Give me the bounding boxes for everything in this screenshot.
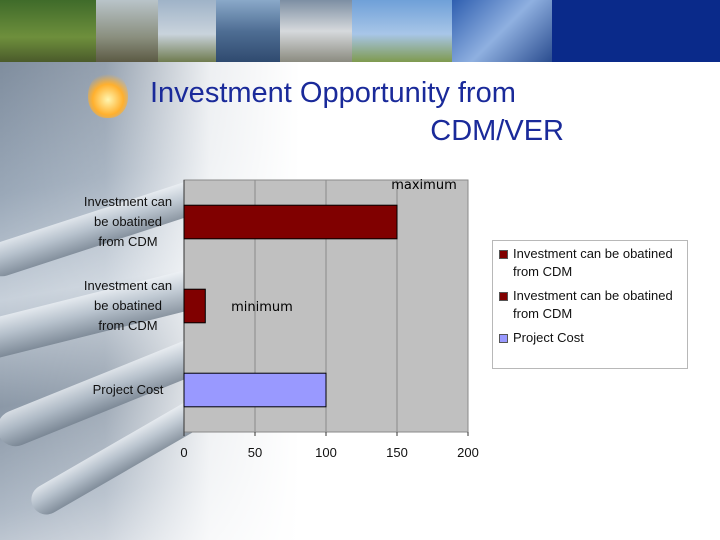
machinery-photo xyxy=(96,0,158,62)
x-tick-label: 200 xyxy=(457,445,479,460)
legend-swatch xyxy=(499,292,508,301)
category-label: from CDM xyxy=(98,318,157,333)
x-tick-label: 50 xyxy=(248,445,262,460)
x-tick-label: 100 xyxy=(315,445,337,460)
legend-swatch xyxy=(499,250,508,259)
bar-annotation: maximum xyxy=(391,178,457,193)
legend-item: Investment can be obatined from CDM xyxy=(499,245,681,281)
header-photo-strip xyxy=(0,0,720,62)
power-line-photo xyxy=(158,0,216,62)
solar-array-photo xyxy=(452,0,552,62)
legend-label: Project Cost xyxy=(513,330,584,345)
category-label: be obatined xyxy=(94,298,162,313)
bar xyxy=(183,204,398,240)
category-label: Project Cost xyxy=(93,382,164,397)
slide-title: Investment Opportunity from CDM/VER xyxy=(150,74,564,150)
chart-legend: Investment can be obatined from CDM Inve… xyxy=(492,240,688,369)
solar-panel-photo xyxy=(216,0,280,62)
legend-label: Investment can be obatined from CDM xyxy=(513,288,673,321)
forest-photo xyxy=(0,0,96,62)
category-label: Investment can xyxy=(84,194,172,209)
bar xyxy=(183,372,327,408)
x-tick-label: 150 xyxy=(386,445,408,460)
bar xyxy=(183,288,206,324)
legend-swatch xyxy=(499,334,508,343)
bar-annotation: minimum xyxy=(231,300,293,315)
legend-item: Project Cost xyxy=(499,329,681,347)
category-label: from CDM xyxy=(98,234,157,249)
title-line-2: CDM/VER xyxy=(430,115,564,147)
wind-turbine-photo xyxy=(352,0,452,62)
category-label: be obatined xyxy=(94,214,162,229)
gas-flare-flame xyxy=(88,72,128,118)
title-line-1: Investment Opportunity from xyxy=(150,77,516,109)
legend-label: Investment can be obatined from CDM xyxy=(513,246,673,279)
header-blue-block xyxy=(552,0,720,62)
x-tick-label: 0 xyxy=(180,445,187,460)
category-label: Investment can xyxy=(84,278,172,293)
legend-item: Investment can be obatined from CDM xyxy=(499,287,681,323)
power-plant-photo xyxy=(280,0,352,62)
